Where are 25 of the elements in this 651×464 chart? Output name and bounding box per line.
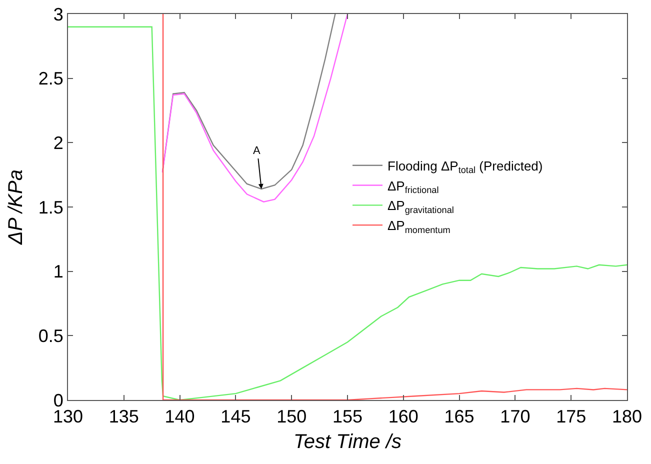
x-tick-label: 180 [612, 406, 642, 427]
y-tick-label: 1 [53, 262, 64, 282]
y-tick-label: 3 [53, 4, 64, 24]
legend-label: ΔP$_{frictional}$ [388, 178, 439, 196]
x-tick-label: 135 [108, 406, 139, 427]
line-series [162, 14, 627, 400]
legend-label: ΔP$_{gravitational}$ [388, 198, 454, 215]
y-tick-label: 2 [53, 132, 64, 153]
x-tick-label: 160 [388, 406, 418, 427]
legend-label: ΔP$_{momentum}$ [388, 218, 450, 235]
annotation: A [253, 145, 261, 157]
y-axis-title: ΔP /KPa [4, 170, 27, 246]
legend-label: Flooding ΔP$_{total}$ (Predicted) [388, 158, 543, 176]
x-tick-label: 170 [500, 406, 530, 427]
x-tick-label: 140 [164, 406, 195, 427]
x-tick-label: 150 [276, 406, 307, 427]
x-tick-label: 175 [556, 406, 586, 427]
line-series [68, 26, 627, 400]
x-tick-label: 155 [332, 406, 363, 427]
x-tick-label: 145 [220, 406, 251, 427]
x-tick-label: 165 [444, 406, 474, 427]
y-tick-label: 2.5 [38, 68, 64, 89]
x-axis-title: Test Time /s [294, 431, 402, 454]
y-tick-label: 1.5 [38, 197, 64, 218]
y-tick-label: 0.5 [38, 326, 64, 346]
